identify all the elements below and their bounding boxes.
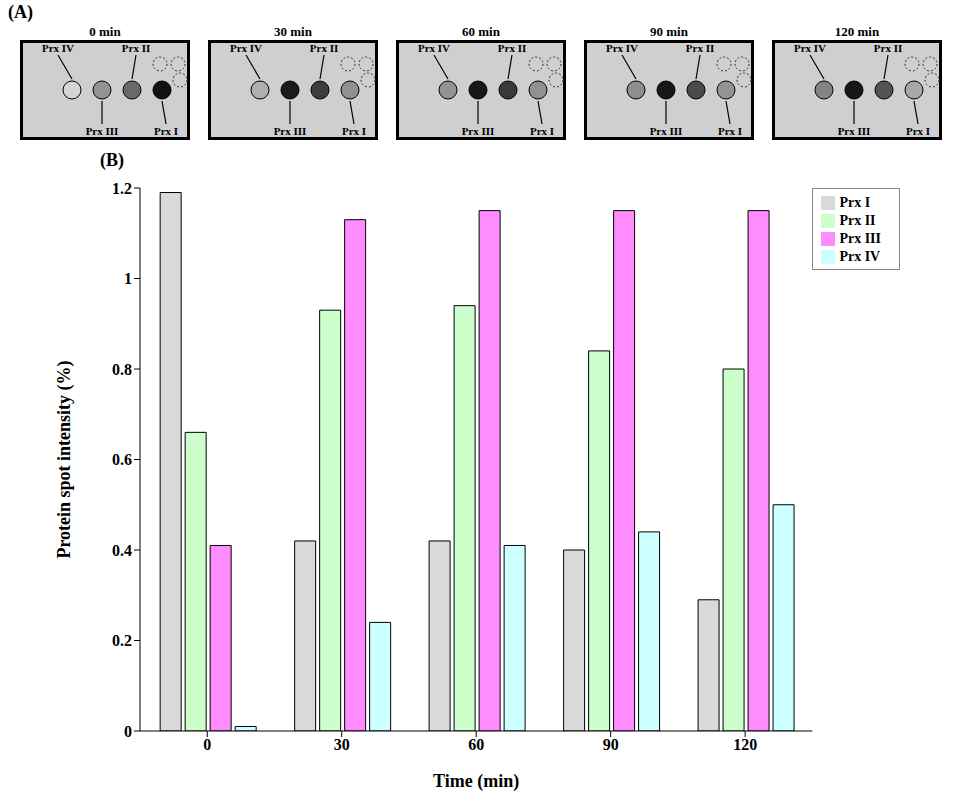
svg-text:Prx III: Prx III bbox=[650, 125, 683, 137]
svg-text:Prx II: Prx II bbox=[122, 42, 150, 54]
svg-text:Prx I: Prx I bbox=[154, 125, 178, 137]
svg-text:Prx II: Prx II bbox=[498, 42, 526, 54]
svg-text:Time (min): Time (min) bbox=[433, 771, 519, 792]
html-text:(B): (B) bbox=[100, 150, 124, 170]
svg-text:Prx II: Prx II bbox=[310, 42, 338, 54]
svg-text:Prx IV: Prx IV bbox=[794, 42, 826, 54]
svg-text:Prx IV: Prx IV bbox=[418, 42, 450, 54]
html-text:30 min: 30 min bbox=[274, 24, 312, 39]
svg-text:Prx II: Prx II bbox=[874, 42, 902, 54]
svg-text:Prx III: Prx III bbox=[86, 125, 119, 137]
svg-text:0.6: 0.6 bbox=[112, 451, 132, 468]
svg-text:0.2: 0.2 bbox=[112, 632, 132, 649]
svg-text:30: 30 bbox=[334, 736, 350, 753]
html-text:Prx II: Prx II bbox=[839, 213, 876, 228]
svg-text:0.4: 0.4 bbox=[112, 542, 132, 559]
html-text:Prx I: Prx I bbox=[839, 195, 871, 210]
svg-text:Prx I: Prx I bbox=[906, 125, 930, 137]
html-text:Prx III: Prx III bbox=[839, 231, 881, 246]
svg-text:60: 60 bbox=[468, 736, 484, 753]
html-text:0 min: 0 min bbox=[89, 24, 121, 39]
svg-text:Prx IV: Prx IV bbox=[606, 42, 638, 54]
svg-text:Prx I: Prx I bbox=[718, 125, 742, 137]
svg-text:Prx IV: Prx IV bbox=[230, 42, 262, 54]
html-text:90 min: 90 min bbox=[650, 24, 688, 39]
svg-text:0.8: 0.8 bbox=[112, 361, 132, 378]
svg-text:0: 0 bbox=[203, 736, 211, 753]
html-text:120 min: 120 min bbox=[834, 24, 880, 39]
svg-text:Prx II: Prx II bbox=[686, 42, 714, 54]
svg-text:120: 120 bbox=[733, 736, 757, 753]
svg-text:90: 90 bbox=[603, 736, 619, 753]
svg-text:Prx III: Prx III bbox=[274, 125, 307, 137]
html-text:60 min: 60 min bbox=[462, 24, 500, 39]
svg-text:1.2: 1.2 bbox=[112, 180, 132, 197]
svg-text:1: 1 bbox=[124, 270, 132, 287]
html-text:(A): (A) bbox=[8, 2, 33, 22]
svg-text:Prx III: Prx III bbox=[838, 125, 871, 137]
html-text:Prx IV: Prx IV bbox=[839, 249, 881, 264]
svg-text:Prx I: Prx I bbox=[342, 125, 366, 137]
svg-text:Protein spot intensity (%): Protein spot intensity (%) bbox=[54, 360, 75, 558]
svg-text:Prx III: Prx III bbox=[462, 125, 495, 137]
svg-text:Prx I: Prx I bbox=[530, 125, 554, 137]
svg-text:0: 0 bbox=[124, 723, 132, 740]
svg-text:Prx IV: Prx IV bbox=[42, 42, 74, 54]
